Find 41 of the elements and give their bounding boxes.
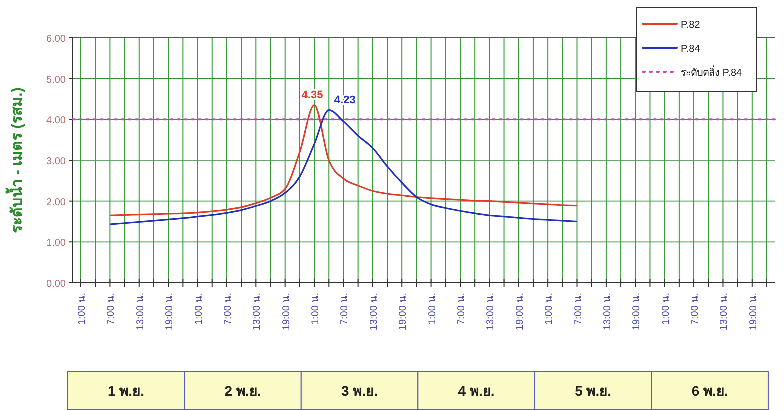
- x-tick-label: 1:00 น.: [77, 293, 88, 326]
- x-tick-label: 7:00 น.: [690, 293, 702, 326]
- text: 1 พ.ย.: [108, 383, 144, 399]
- legend-label: P.84: [681, 44, 701, 55]
- x-tick-label: 1:00 น.: [310, 293, 322, 326]
- y-tick-label: 1.00: [46, 238, 66, 250]
- x-tick-label: 7:00 น.: [456, 293, 468, 326]
- x-tick-label: 19:00 น.: [281, 293, 292, 331]
- y-tick-label: 3.00: [46, 156, 66, 168]
- text: 2 พ.ย.: [224, 383, 262, 399]
- x-tick-label: 19:00 น.: [748, 293, 760, 331]
- x-tick-label: 1:00 น.: [544, 293, 556, 326]
- x-tick-label: 19:00 น.: [398, 293, 410, 331]
- x-tick-label: 13:00 น.: [719, 293, 730, 331]
- y-tick-label: 5.00: [46, 74, 66, 86]
- legend-label: P.82: [681, 20, 701, 31]
- x-tick-label: 13:00 น.: [368, 293, 380, 331]
- x-tick-label: 7:00 น.: [340, 293, 351, 326]
- x-tick-label: 7:00 น.: [573, 293, 584, 326]
- x-tick-label: 19:00 น.: [632, 293, 643, 331]
- text: 6 พ.ย.: [692, 383, 728, 399]
- text: 5 พ.ย.: [575, 383, 612, 399]
- x-tick-label: 1:00 น.: [194, 293, 205, 326]
- x-tick-label: 13:00 น.: [252, 293, 264, 331]
- y-tick-label: 2.00: [46, 197, 66, 208]
- y-axis-title: ระดับน้ำ - เมตร (รสม.): [5, 88, 26, 234]
- y-tick-label: 0.00: [46, 279, 66, 290]
- y-tick-label: 4.00: [46, 116, 66, 127]
- y-tick-label: 6.00: [46, 34, 66, 45]
- text: 3 พ.ย.: [342, 383, 378, 399]
- text: 4 พ.ย.: [458, 383, 495, 399]
- legend-label: ระดับตลิ่ง P.84: [681, 65, 742, 79]
- x-tick-label: 1:00 น.: [427, 293, 438, 326]
- x-tick-label: 19:00 น.: [514, 293, 526, 331]
- x-tick-label: 7:00 น.: [222, 293, 234, 326]
- x-tick-label: 13:00 น.: [135, 293, 146, 331]
- x-tick-label: 7:00 น.: [106, 293, 118, 326]
- x-tick-label: 13:00 น.: [602, 293, 614, 331]
- x-tick-label: 19:00 น.: [164, 293, 176, 331]
- x-tick-label: 1:00 น.: [660, 293, 672, 326]
- x-tick-label: 13:00 น.: [486, 293, 497, 331]
